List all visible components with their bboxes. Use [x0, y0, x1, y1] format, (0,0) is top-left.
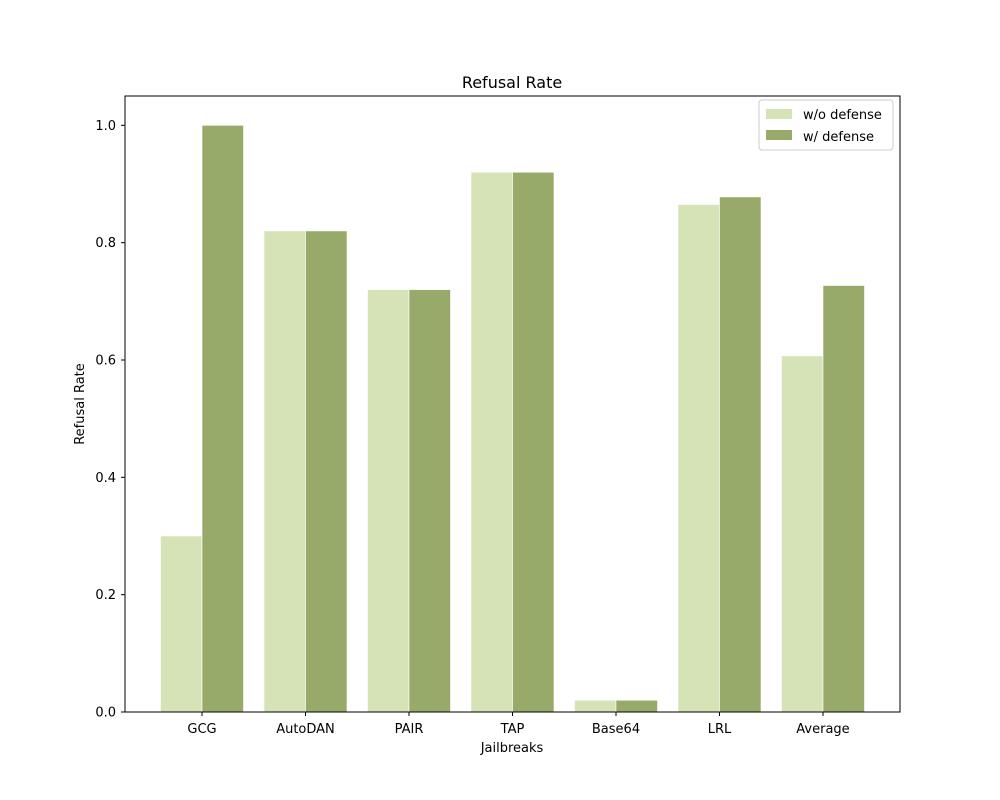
y-tick-label: 0.4: [95, 471, 116, 486]
legend-swatch-without-defense: [766, 109, 792, 119]
y-axis: 0.0 0.2 0.4 0.6 0.8 1.0: [95, 119, 125, 721]
x-tick-label: LRL: [708, 722, 732, 737]
x-tick-label: TAP: [500, 722, 525, 737]
y-tick-label: 0.8: [95, 236, 116, 251]
x-tick-label: Average: [796, 722, 849, 737]
legend: w/o defense w/ defense: [758, 99, 894, 151]
x-tick-label: Base64: [592, 722, 640, 737]
y-tick-label: 0.6: [95, 354, 116, 369]
bar-gcg-w-defense: [201, 125, 244, 713]
bar-average-w-defense: [822, 285, 865, 713]
legend-swatch-with-defense: [766, 130, 792, 140]
bar-autodan-w-defense: [305, 230, 348, 713]
bar-base64-w-o-defense: [574, 699, 617, 713]
bar-average-w-o-defense: [781, 355, 824, 713]
bar-lrl-w-defense: [719, 196, 762, 713]
y-tick-label: 1.0: [95, 119, 116, 134]
bar-lrl-w-o-defense: [677, 204, 720, 713]
x-tick-label: AutoDAN: [276, 722, 335, 737]
legend-label-with-defense: w/ defense: [803, 130, 874, 145]
bar-base64-w-defense: [615, 699, 658, 713]
bars-group: [160, 125, 865, 713]
chart-title: Refusal Rate: [462, 73, 562, 92]
y-tick-label: 0.2: [95, 588, 116, 603]
bar-pair-w-defense: [408, 289, 451, 713]
x-tick-label: PAIR: [395, 722, 424, 737]
x-axis-label: Jailbreaks: [480, 741, 544, 756]
bar-pair-w-o-defense: [367, 289, 410, 713]
bar-autodan-w-o-defense: [263, 230, 306, 713]
bar-gcg-w-o-defense: [160, 535, 203, 713]
bar-tap-w-defense: [512, 171, 555, 713]
y-tick-label: 0.0: [95, 706, 116, 721]
legend-label-without-defense: w/o defense: [803, 108, 882, 123]
y-axis-label: Refusal Rate: [73, 363, 88, 445]
legend-frame: [758, 99, 894, 151]
bar-tap-w-o-defense: [470, 171, 513, 713]
x-axis: GCG AutoDAN PAIR TAP Base64 LRL Average: [187, 712, 850, 737]
x-tick-label: GCG: [187, 722, 216, 737]
